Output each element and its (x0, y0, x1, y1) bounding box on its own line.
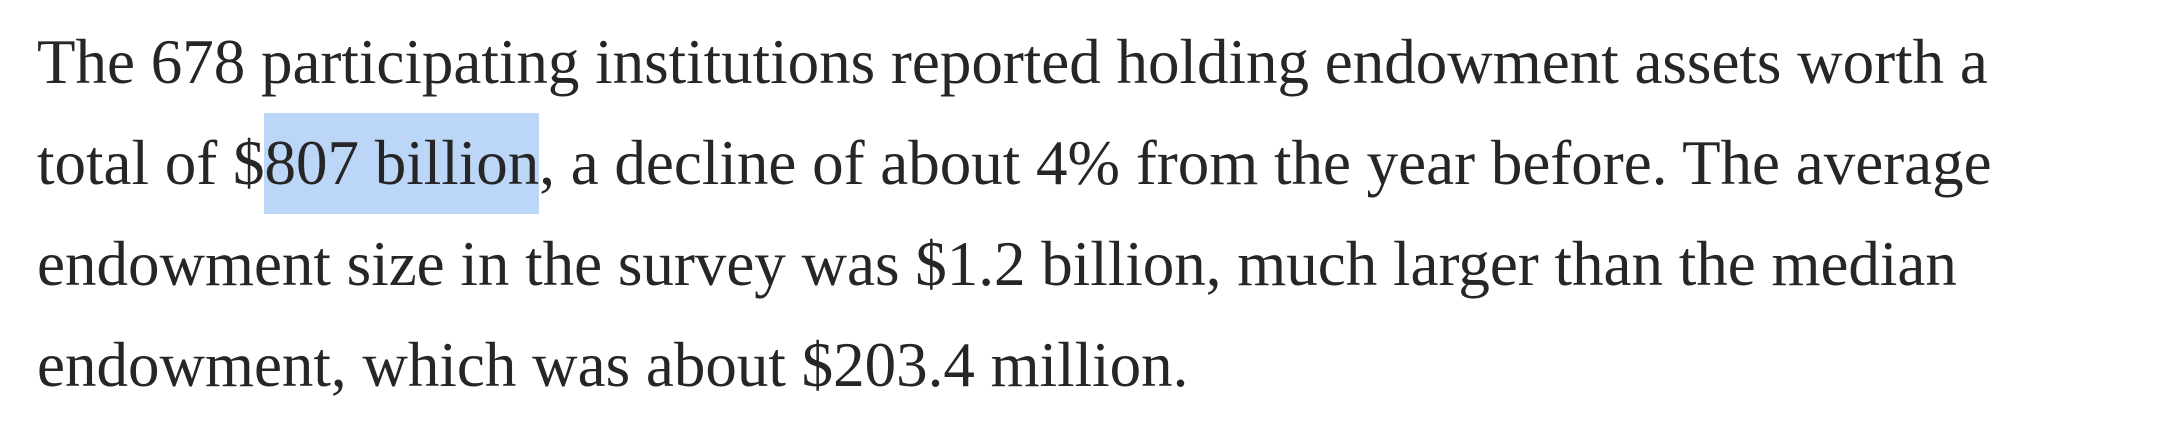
highlighted-text[interactable]: 807 billion (264, 113, 540, 214)
text: total of $ (37, 128, 265, 198)
text-line: endowment, which was about $203.4 millio… (37, 315, 2147, 416)
text: The 678 participating institutions repor… (37, 27, 1988, 97)
paragraph: The 678 participating institutions repor… (37, 12, 2147, 416)
text: endowment size in the survey was $1.2 bi… (37, 229, 1957, 299)
text-line: endowment size in the survey was $1.2 bi… (37, 214, 2147, 315)
text-line: The 678 participating institutions repor… (37, 12, 2147, 113)
text: endowment, which was about $203.4 millio… (37, 330, 1189, 400)
text-line: total of $807 billion, a decline of abou… (37, 113, 2147, 214)
text: , a decline of about 4% from the year be… (539, 128, 1992, 198)
